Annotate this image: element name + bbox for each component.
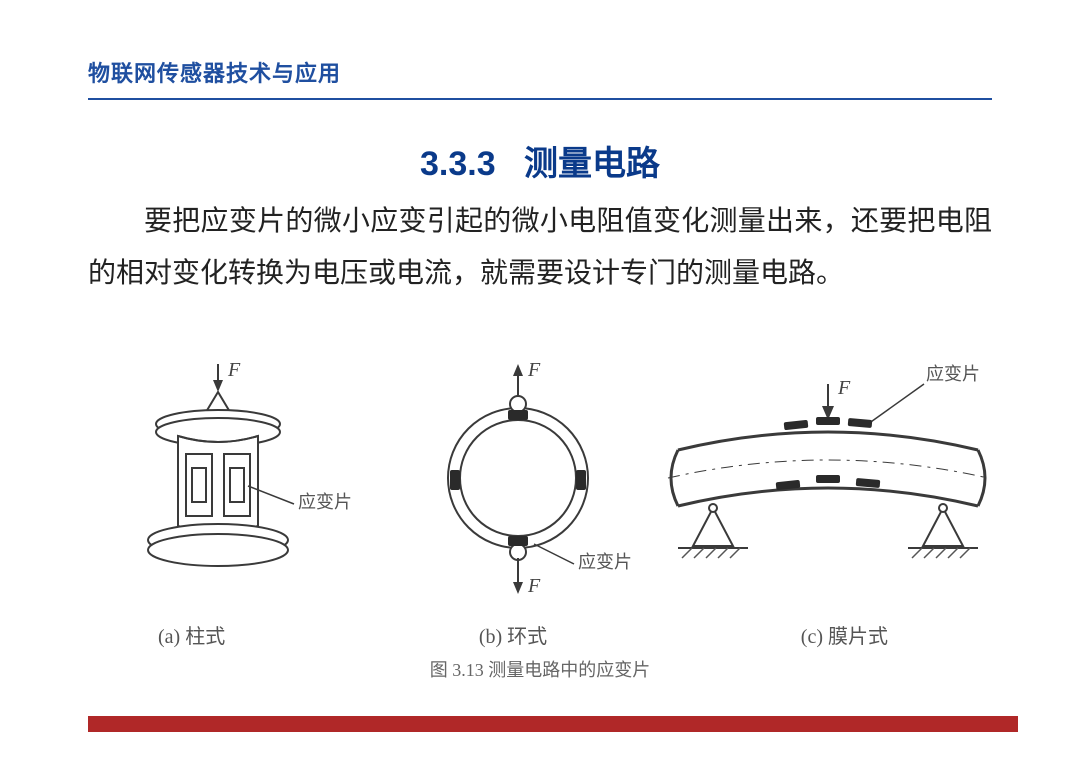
figure-svg: F 应变片 [88,358,1018,628]
gauge-label-a: 应变片 [298,492,352,512]
header: 物联网传感器技术与应用 [88,56,992,100]
support-right [908,504,978,558]
gauge-label-c: 应变片 [926,364,980,384]
subfig-b: F F 应变片 [448,359,632,597]
subfig-a: F 应变片 [148,359,352,566]
subcaption-b: (b) 环式 [479,620,547,649]
header-rule [88,98,992,100]
support-left [678,504,748,558]
section-name: 测量电路 [524,145,660,183]
body-paragraph: 要把应变片的微小应变引起的微小电阻值变化测量出来，还要把电阻的相对变化转换为电压… [88,196,992,300]
gauge-label-b: 应变片 [578,552,632,572]
figure-caption: 图 3.13 测量电路中的应变片 [0,656,1080,682]
subcaption-row: (a) 柱式 (b) 环式 (c) 膜片式 [88,620,1018,649]
slide-root: 物联网传感器技术与应用 3.3.3 测量电路 要把应变片的微小应变引起的微小电阻… [0,0,1080,764]
subcaption-c: (c) 膜片式 [801,620,888,649]
figure-area: F 应变片 [88,358,1018,628]
force-label-b-top: F [527,359,541,381]
subcaption-a: (a) 柱式 [158,620,225,649]
force-label-a: F [227,359,241,381]
section-title: 3.3.3 测量电路 [0,136,1080,185]
bottom-accent-bar [88,716,1018,732]
force-label-c: F [837,377,851,399]
section-number: 3.3.3 [420,145,496,183]
subfig-c: 应变片 F [668,364,988,558]
header-title: 物联网传感器技术与应用 [88,56,992,88]
force-label-b-bot: F [527,575,541,597]
